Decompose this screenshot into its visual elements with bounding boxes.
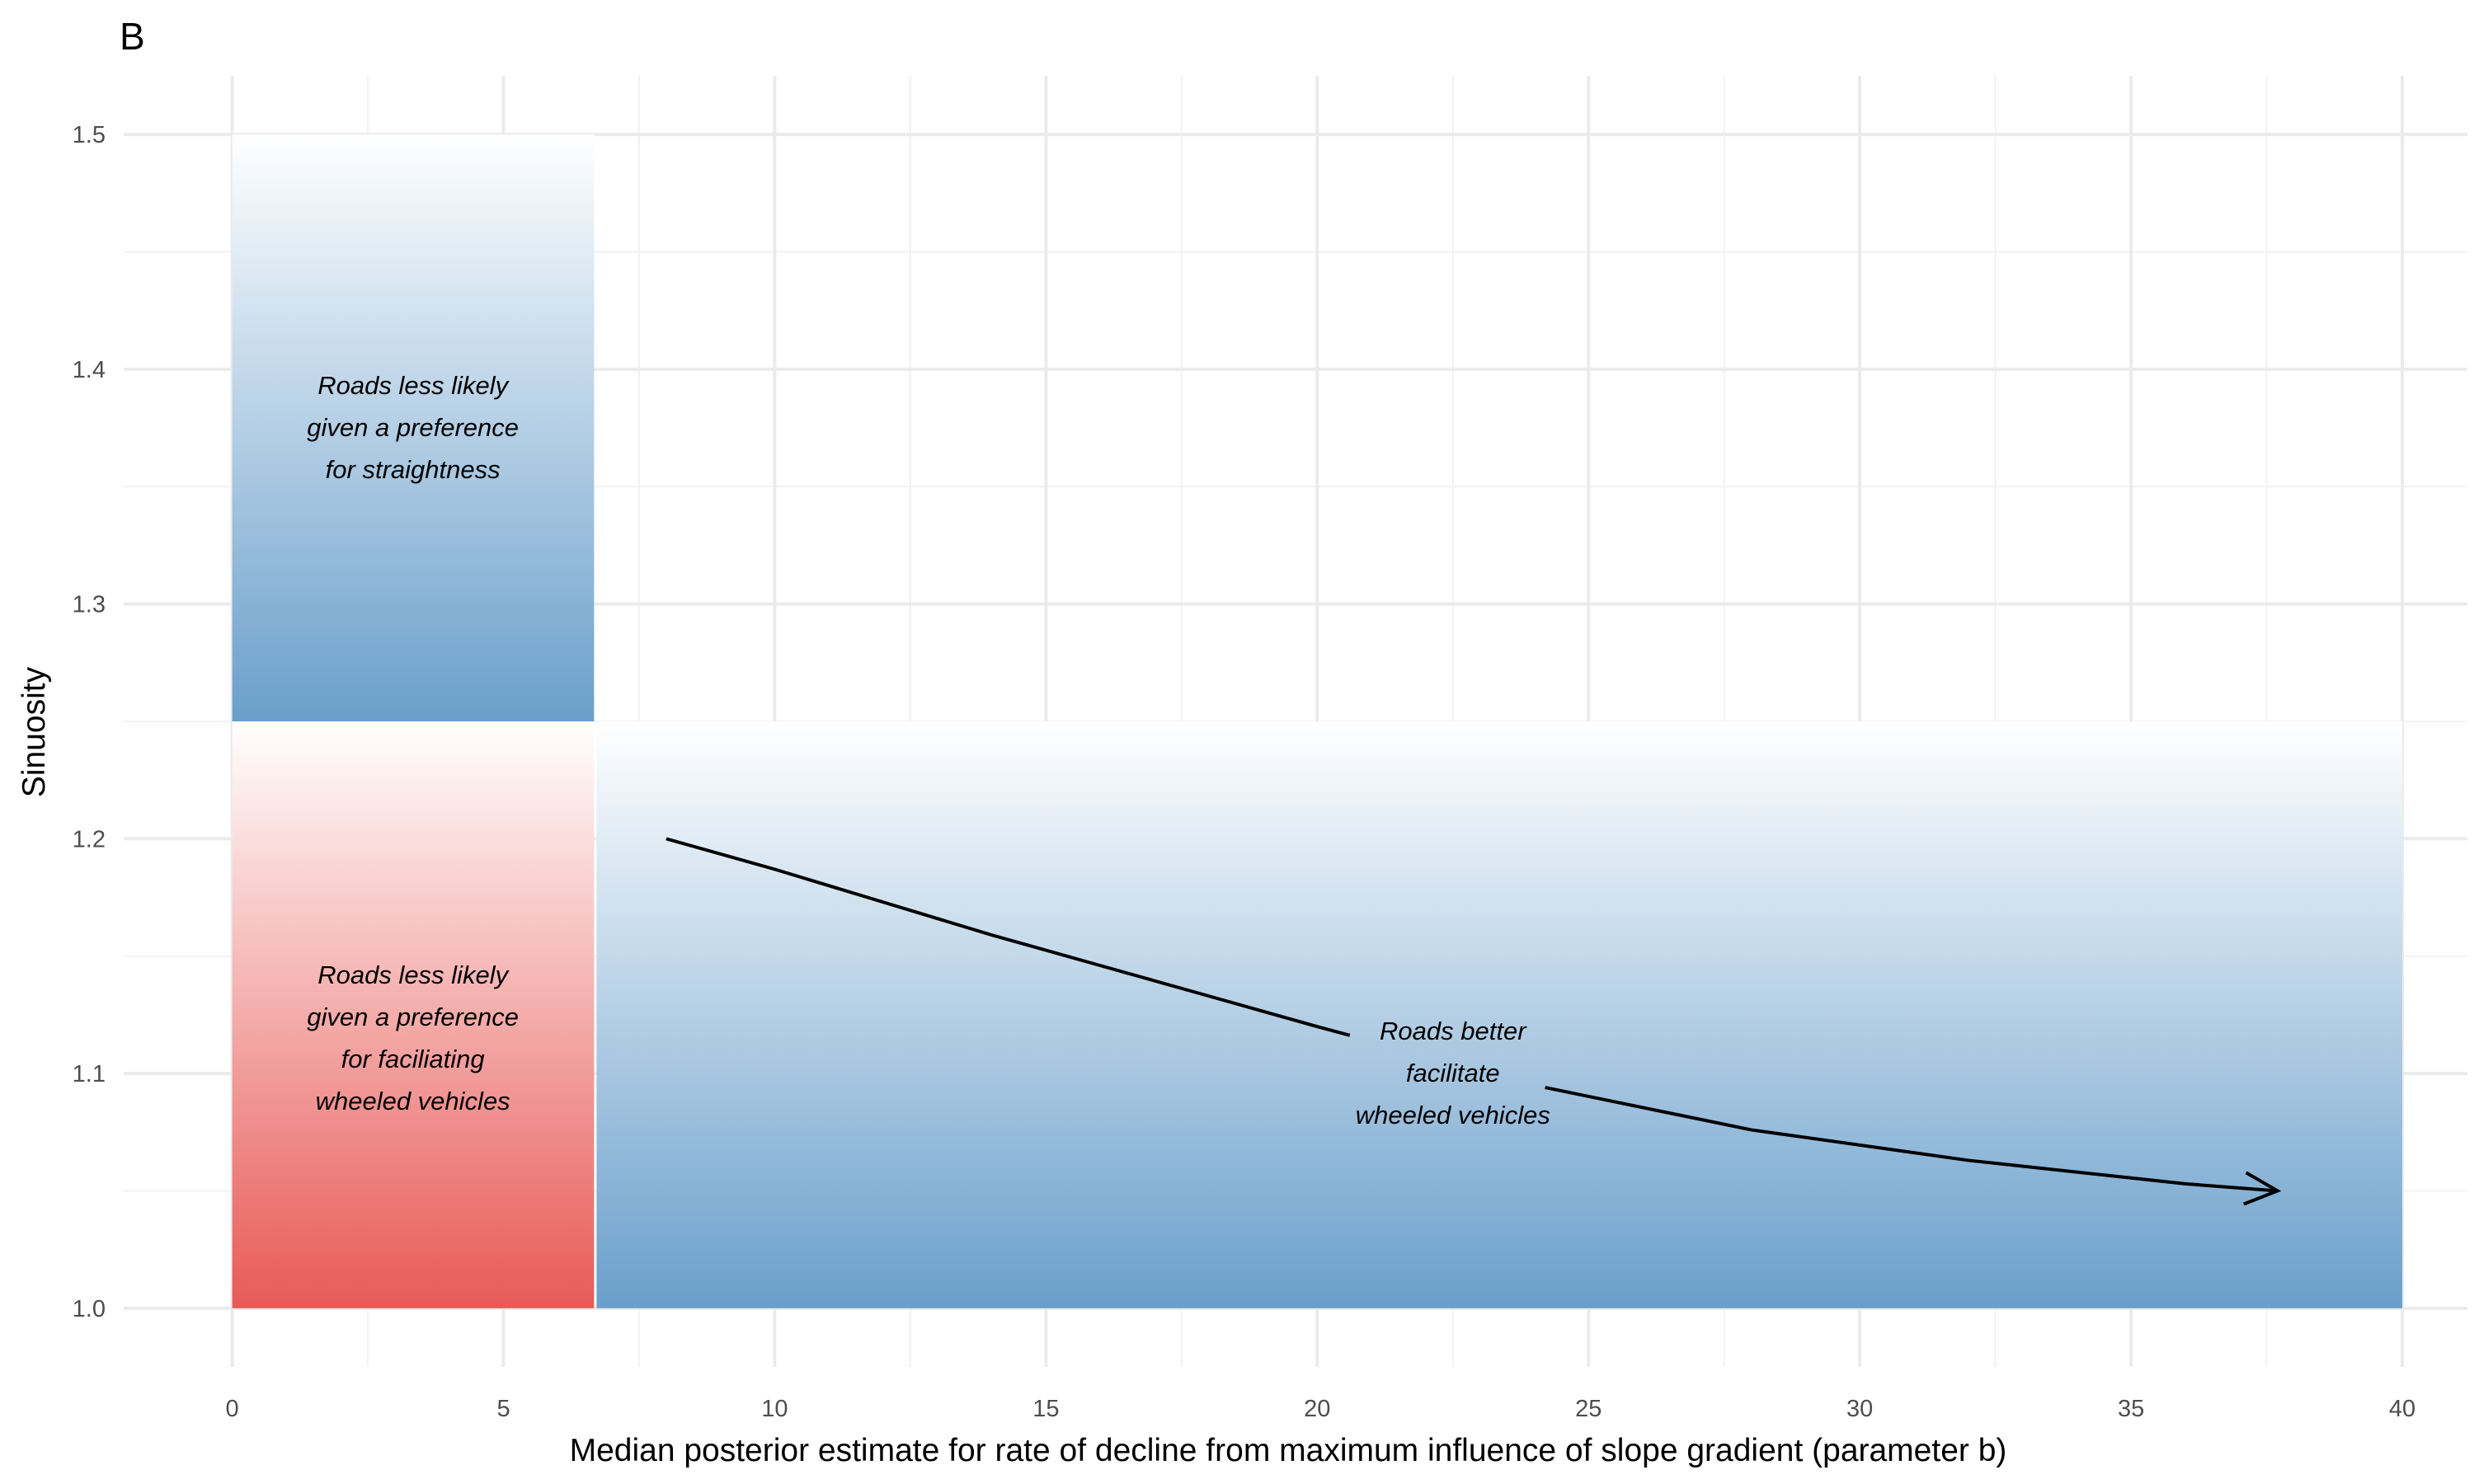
x-tick-label: 5 <box>496 1396 510 1422</box>
y-tick-label: 1.1 <box>73 1061 106 1087</box>
gradient-region <box>596 721 2402 1308</box>
x-axis-title: Median posterior estimate for rate of de… <box>570 1433 2007 1468</box>
y-tick-label: 1.2 <box>73 826 106 852</box>
y-tick-label: 1.4 <box>73 357 106 383</box>
region-label-line: Roads less likely <box>317 960 510 989</box>
region-label-line: for straightness <box>326 455 501 484</box>
x-tick-label: 40 <box>2389 1396 2415 1422</box>
x-tick-labels: 0 5 10 15 20 25 30 35 40 <box>226 1396 2416 1422</box>
curve-annotation-line: Roads better <box>1380 1017 1527 1045</box>
panel-label: B <box>120 15 145 58</box>
x-tick-label: 30 <box>1846 1396 1873 1422</box>
curve-annotation-line: wheeled vehicles <box>1356 1101 1550 1129</box>
region-label: Roads less likely given a preference for s… <box>307 371 519 484</box>
x-tick-label: 10 <box>761 1396 788 1422</box>
region-label-line: for faciliating <box>341 1045 485 1073</box>
region-label-line: wheeled vehicles <box>316 1087 510 1115</box>
x-tick-label: 35 <box>2118 1396 2144 1422</box>
x-tick-label: 0 <box>226 1396 239 1422</box>
region-label-line: Roads less likely <box>317 371 510 400</box>
x-tick-label: 25 <box>1575 1396 1602 1422</box>
region-label-line: given a preference <box>307 1003 519 1031</box>
x-tick-label: 15 <box>1032 1396 1059 1422</box>
y-tick-labels: 1.0 1.1 1.2 1.3 1.4 1.5 <box>73 122 106 1322</box>
x-tick-label: 20 <box>1304 1396 1330 1422</box>
y-tick-label: 1.3 <box>73 592 106 618</box>
y-tick-label: 1.0 <box>73 1296 106 1322</box>
curve-annotation-line: facilitate <box>1406 1059 1500 1087</box>
region-label-line: given a preference <box>307 413 519 442</box>
y-tick-label: 1.5 <box>73 122 106 148</box>
y-axis-title: Sinuosity <box>16 666 52 797</box>
